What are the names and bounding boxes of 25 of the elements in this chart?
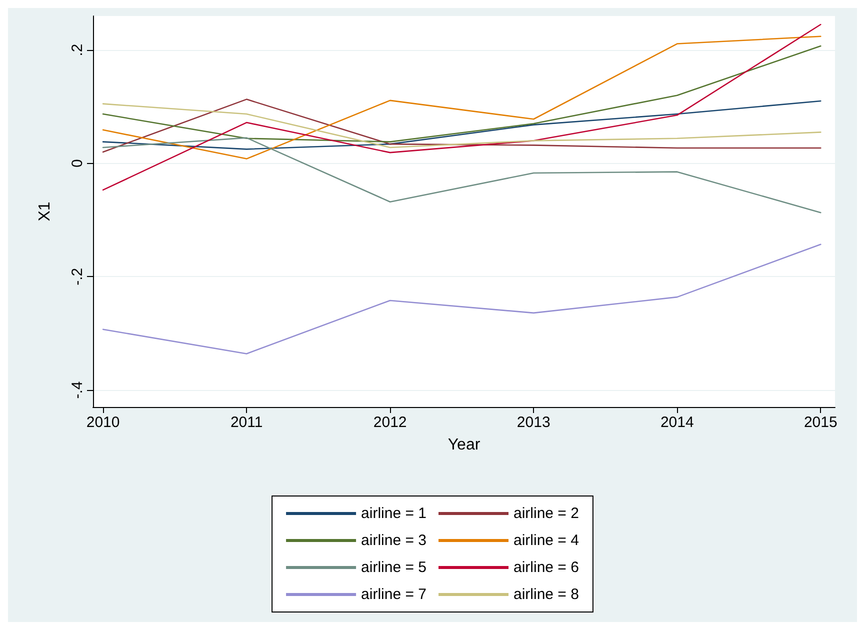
line-series	[102, 45, 822, 142]
y-tick-label: -.4	[69, 381, 86, 399]
line-series	[102, 24, 822, 191]
legend-label: airline = 8	[514, 586, 579, 603]
y-tick-label: 0	[69, 159, 86, 168]
line-series	[102, 137, 822, 214]
legend-label: airline = 3	[361, 532, 427, 549]
legend-label: airline = 5	[361, 559, 427, 576]
x-tick-label: 2011	[230, 414, 263, 431]
line-series	[102, 244, 822, 354]
x-axis-title: Year	[448, 436, 481, 454]
y-tick-label: -.2	[69, 268, 86, 286]
x-tick-label: 2014	[660, 414, 694, 431]
x-tick-label: 2012	[373, 414, 407, 431]
line-series	[102, 36, 822, 160]
x-tick-label: 2010	[86, 414, 120, 431]
y-tick-label: .2	[69, 44, 86, 56]
x-tick-label: 2015	[804, 414, 838, 431]
legend-label: airline = 4	[514, 532, 579, 549]
legend-label: airline = 2	[514, 505, 579, 522]
y-axis-title: X1	[36, 202, 54, 222]
legend-label: airline = 7	[361, 586, 427, 603]
legend-label: airline = 6	[514, 559, 579, 576]
legend-label: airline = 1	[361, 505, 427, 522]
x-tick-label: 2013	[516, 414, 550, 431]
